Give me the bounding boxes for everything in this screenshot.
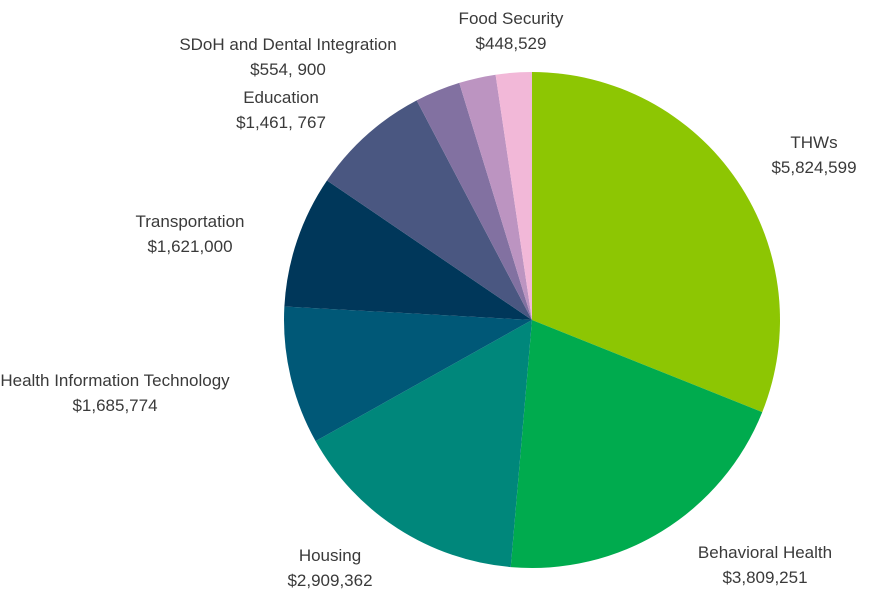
label-sdoh-dental-value: $554, 900 xyxy=(250,60,326,79)
label-thws-name: THWs xyxy=(790,133,838,152)
label-transportation-value: $1,621,000 xyxy=(147,237,233,256)
label-housing-value: $2,909,362 xyxy=(287,571,373,590)
label-behavioral-health: Behavioral Health $3,809,251 xyxy=(698,540,832,590)
label-education: Education $1,461, 767 xyxy=(236,85,326,135)
label-housing: Housing $2,909,362 xyxy=(287,543,372,593)
pie-slice-health-information-technology xyxy=(284,306,532,442)
pie-slice-unlabeled xyxy=(495,72,532,320)
pie-slice-sdoh-and-dental-integration xyxy=(416,82,532,320)
label-behavioral-health-value: $3,809,251 xyxy=(722,568,808,587)
label-food-security-value: $448,529 xyxy=(475,34,547,53)
label-education-name: Education xyxy=(243,88,319,107)
label-sdoh-dental-name: SDoH and Dental Integration xyxy=(179,35,397,54)
label-thws: THWs $5,824,599 xyxy=(771,130,856,180)
label-transportation-name: Transportation xyxy=(135,212,245,231)
pie-slice-behavioral-health xyxy=(510,320,763,568)
pie-slice-thws xyxy=(532,72,780,413)
label-health-information-technology-name: Health Information Technology xyxy=(0,371,230,390)
pie-slice-education xyxy=(326,100,532,320)
label-health-information-technology-value: $1,685,774 xyxy=(72,396,158,415)
pie-slice-food-security xyxy=(459,74,532,320)
label-behavioral-health-name: Behavioral Health xyxy=(697,543,833,562)
label-sdoh-dental: SDoH and Dental Integration $554, 900 xyxy=(179,32,396,82)
label-education-value: $1,461, 767 xyxy=(236,113,326,132)
pie-slice-transportation xyxy=(284,180,532,320)
label-transportation: Transportation $1,621,000 xyxy=(136,209,245,259)
label-health-information-technology: Health Information Technology $1,685,774 xyxy=(0,368,229,418)
label-thws-value: $5,824,599 xyxy=(771,158,857,177)
label-food-security-name: Food Security xyxy=(458,9,564,28)
label-housing-name: Housing xyxy=(298,546,362,565)
label-food-security: Food Security $448,529 xyxy=(459,6,564,56)
pie-slice-housing xyxy=(315,320,532,568)
